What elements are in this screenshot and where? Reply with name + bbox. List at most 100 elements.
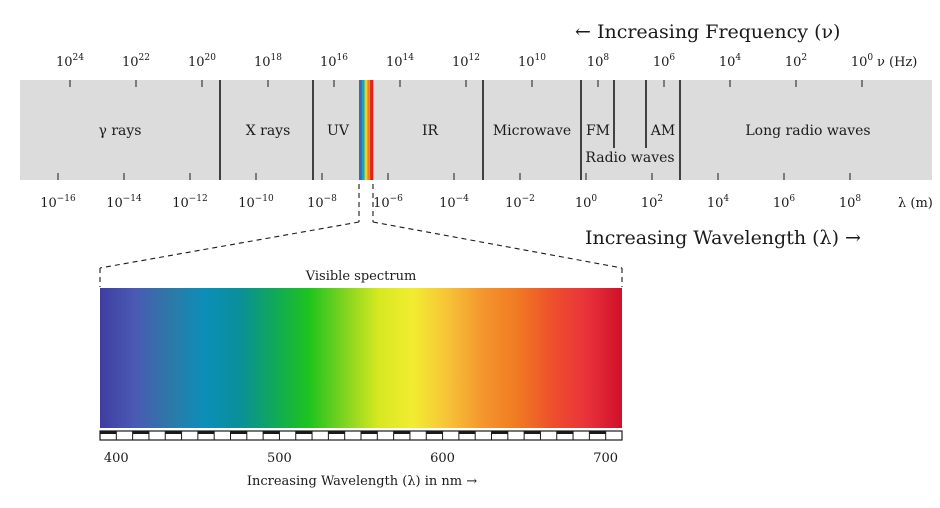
frequency-tick-label-exponent: 24 bbox=[73, 53, 85, 63]
frequency-direction-label: ← Increasing Frequency (ν) bbox=[575, 21, 840, 43]
ruler-block bbox=[426, 431, 443, 434]
band-label-am: AM bbox=[650, 123, 675, 139]
band-label-uv: UV bbox=[327, 123, 350, 139]
wavelength-tick-label-base: 10 bbox=[373, 196, 390, 211]
wavelength-tick-label: 10−6 bbox=[373, 194, 403, 211]
frequency-tick-label-exponent: 22 bbox=[139, 53, 150, 63]
frequency-tick-label-exponent: 8 bbox=[603, 53, 609, 63]
mini-visible-stripe bbox=[359, 80, 374, 180]
wavelength-tick-label: 10−16 bbox=[40, 194, 76, 211]
frequency-tick-label: 104 bbox=[719, 53, 742, 70]
frequency-unit-label: ν (Hz) bbox=[877, 55, 917, 70]
frequency-tick-label: 1016 bbox=[320, 53, 348, 70]
wavelength-unit-label: λ (m) bbox=[898, 196, 933, 211]
frequency-tick-label: 1022 bbox=[122, 53, 150, 70]
band-label-gamma: γ rays bbox=[99, 123, 142, 139]
wavelength-tick-label: 102 bbox=[641, 194, 663, 211]
frequency-tick-label-base: 10 bbox=[122, 55, 139, 70]
frequency-tick-label-base: 10 bbox=[785, 55, 802, 70]
wavelength-tick-label-base: 10 bbox=[172, 196, 189, 211]
visible-nm-tick-labels: 400 500 600 700 bbox=[104, 451, 618, 466]
frequency-tick-label-exponent: 20 bbox=[205, 53, 217, 63]
wavelength-tick-label-exponent: −6 bbox=[390, 194, 404, 204]
frequency-tick-label: 102 bbox=[785, 53, 807, 70]
wavelength-tick-labels: 10−16 10−14 10−12 10−10 10−8 10−6 10−4 10−2 100 1… bbox=[40, 194, 861, 211]
wavelength-tick-label-exponent: 8 bbox=[855, 194, 861, 204]
ruler-block bbox=[458, 431, 476, 434]
band-label-fm: FM bbox=[586, 123, 610, 139]
wavelength-tick-label-base: 10 bbox=[773, 196, 790, 211]
mini-stripe-segment bbox=[367, 80, 371, 180]
wavelength-tick-label-exponent: −8 bbox=[324, 194, 338, 204]
visible-ruler-ticks bbox=[100, 431, 607, 440]
wavelength-tick-label-exponent: −14 bbox=[123, 194, 142, 204]
wavelength-tick-label-base: 10 bbox=[307, 196, 324, 211]
frequency-tick-label-base: 10 bbox=[653, 55, 670, 70]
ruler-block bbox=[328, 431, 345, 434]
frequency-tick-labels: 1024 1022 1020 1018 1016 1014 1012 1010 108 106 10… bbox=[56, 53, 873, 70]
frequency-tick-label-exponent: 18 bbox=[271, 53, 283, 63]
visible-spectrum-gradient bbox=[100, 288, 622, 428]
frequency-tick-label-base: 10 bbox=[518, 55, 535, 70]
wavelength-tick-label: 10−10 bbox=[238, 194, 274, 211]
frequency-tick-label-exponent: 16 bbox=[337, 53, 349, 63]
wavelength-tick-label-exponent: −4 bbox=[456, 194, 470, 204]
frequency-tick-label-exponent: 4 bbox=[735, 53, 741, 63]
frequency-tick-label-base: 10 bbox=[851, 55, 868, 70]
frequency-tick-label-exponent: 12 bbox=[469, 53, 480, 63]
wavelength-tick-label-exponent: −2 bbox=[522, 194, 535, 204]
wavelength-tick-label: 10−14 bbox=[106, 194, 142, 211]
wavelength-tick-label-base: 10 bbox=[839, 196, 856, 211]
band-label-microwave: Microwave bbox=[493, 123, 571, 139]
wavelength-direction-label: Increasing Wavelength (λ) → bbox=[585, 227, 861, 249]
frequency-tick-label-exponent: 2 bbox=[801, 53, 807, 63]
zoom-lines bbox=[99, 184, 623, 287]
wavelength-tick-label-exponent: −10 bbox=[255, 194, 274, 204]
ruler-block bbox=[165, 431, 182, 434]
wavelength-tick-label-base: 10 bbox=[505, 196, 522, 211]
frequency-tick-label-exponent: 6 bbox=[669, 53, 675, 63]
wavelength-tick-label-exponent: −12 bbox=[189, 194, 208, 204]
frequency-tick-label-base: 10 bbox=[587, 55, 604, 70]
frequency-tick-label: 1014 bbox=[386, 53, 414, 70]
ruler-block bbox=[100, 431, 117, 434]
wavelength-tick-label: 104 bbox=[707, 194, 730, 211]
frequency-tick-label-base: 10 bbox=[719, 55, 736, 70]
frequency-tick-label: 106 bbox=[653, 53, 676, 70]
ruler-block bbox=[197, 431, 215, 434]
wavelength-tick-label-base: 10 bbox=[238, 196, 255, 211]
frequency-tick-label-base: 10 bbox=[452, 55, 469, 70]
frequency-tick-label-base: 10 bbox=[386, 55, 403, 70]
ruler-block bbox=[556, 431, 574, 434]
ruler-block bbox=[230, 431, 247, 434]
mini-stripe-segment bbox=[361, 80, 365, 180]
wavelength-tick-label: 10−12 bbox=[172, 194, 208, 211]
ruler-block bbox=[295, 431, 313, 434]
spectrum-band-bar bbox=[20, 80, 932, 180]
ruler-block bbox=[491, 431, 508, 434]
band-label-long-radio: Long radio waves bbox=[745, 123, 870, 139]
wavelength-tick-label-base: 10 bbox=[106, 196, 123, 211]
visible-nm-tick-label: 600 bbox=[430, 451, 455, 466]
band-label-xray: X rays bbox=[246, 123, 291, 139]
frequency-tick-label: 1018 bbox=[254, 53, 282, 70]
zoom-line-left-diagonal bbox=[99, 221, 360, 269]
ruler-block bbox=[263, 431, 280, 434]
wavelength-tick-label: 10−4 bbox=[439, 194, 469, 211]
wavelength-tick-label-base: 10 bbox=[40, 196, 57, 211]
frequency-tick-label: 108 bbox=[587, 53, 610, 70]
ruler-block bbox=[132, 431, 149, 434]
wavelength-tick-label: 108 bbox=[839, 194, 862, 211]
wavelength-tick-label-base: 10 bbox=[707, 196, 724, 211]
zoom-line-right-diagonal bbox=[372, 221, 623, 269]
frequency-tick-label-exponent: 14 bbox=[403, 53, 415, 63]
visible-nm-tick-label: 400 bbox=[104, 451, 129, 466]
wavelength-tick-label: 10−2 bbox=[505, 194, 535, 211]
wavelength-tick-label-exponent: 0 bbox=[591, 194, 597, 204]
wavelength-tick-label-base: 10 bbox=[439, 196, 456, 211]
visible-axis-label: Increasing Wavelength (λ) in nm → bbox=[247, 474, 477, 489]
band-label-ir: IR bbox=[422, 123, 439, 139]
frequency-tick-label-base: 10 bbox=[188, 55, 205, 70]
wavelength-tick-marks bbox=[57, 173, 851, 180]
